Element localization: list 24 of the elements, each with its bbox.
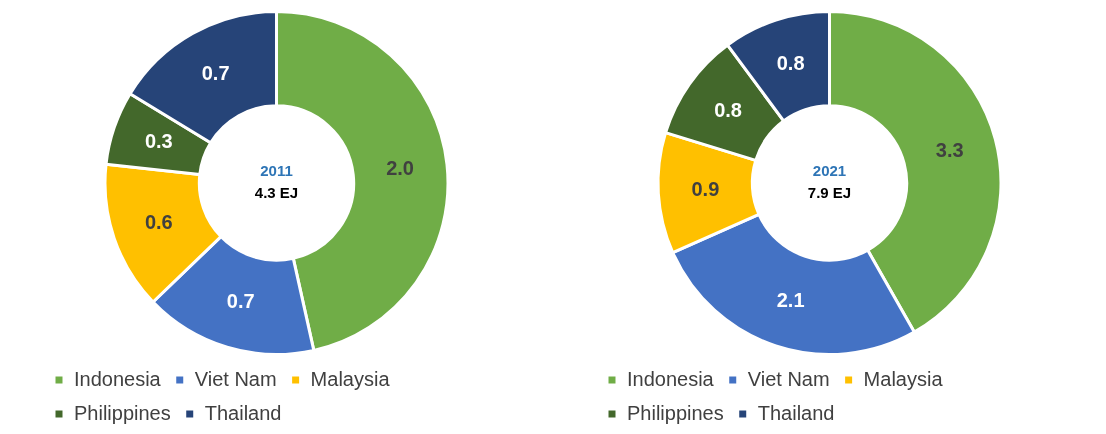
- legend-label: Philippines: [74, 401, 171, 424]
- text: 7.9 EJ: [807, 184, 852, 202]
- data-label: 0.3: [144, 130, 173, 153]
- legend-label: Malaysia: [310, 367, 391, 390]
- legend-label: Philippines: [627, 401, 724, 424]
- legend-label: Indonesia: [74, 367, 162, 390]
- data-label: 0.9: [691, 177, 720, 200]
- data-label: 0.8: [714, 98, 742, 121]
- data-label: 2.0: [386, 156, 414, 179]
- data-label: 2.1: [776, 288, 805, 311]
- legend-label: Thailand: [757, 401, 835, 424]
- data-label: 0.7: [226, 289, 255, 312]
- legend-label: Viet Nam: [194, 367, 277, 390]
- legend-label: Thailand: [204, 401, 282, 424]
- text: 2021: [812, 162, 847, 180]
- text: 2011: [260, 162, 293, 180]
- legend-label: Malaysia: [863, 367, 944, 390]
- data-label: 0.6: [144, 210, 173, 233]
- data-label: 0.8: [776, 52, 805, 75]
- legend-label: Viet Nam: [747, 367, 830, 390]
- data-label: 3.3: [935, 138, 964, 161]
- text: 4.3 EJ: [254, 184, 299, 202]
- data-label: 0.7: [201, 62, 230, 85]
- legend-label: Indonesia: [627, 367, 715, 390]
